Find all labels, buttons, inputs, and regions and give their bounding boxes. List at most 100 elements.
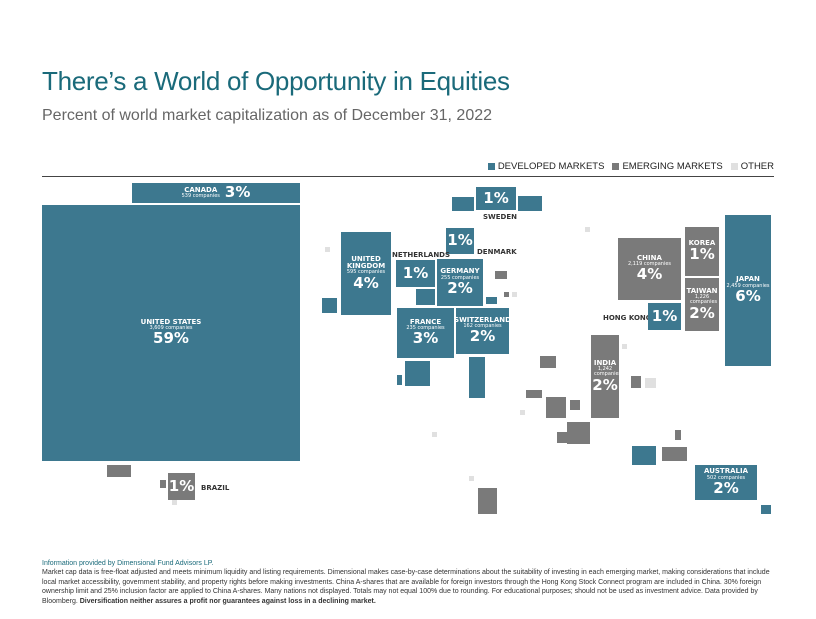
country-percent: 1% [168,476,195,495]
country-name: AUSTRALIA [704,467,748,476]
country-name: GERMANY [440,267,480,276]
label-netherlands: NETHERLANDS [392,251,451,259]
box-canada: CANADA 539 companies 3% [132,183,300,203]
small-market-box [622,344,627,349]
box-korea: KOREA 1% [685,227,719,276]
page-subtitle: Percent of world market capitalization a… [42,107,493,124]
country-companies: 3,609 companies [149,325,193,332]
country-percent: 3% [412,329,439,348]
legend-swatch [487,162,495,170]
country-name: JAPAN [736,275,760,284]
small-market-box [662,447,687,461]
country-percent: 2% [592,375,618,394]
small-market-box [432,432,437,437]
small-market-box [567,422,590,444]
country-percent: 3% [224,183,251,202]
legend-developed: DEVELOPED MARKETS [487,161,604,172]
legend-swatch [730,162,738,170]
footer: Information provided by Dimensional Fund… [42,559,777,606]
small-market-box [546,397,566,418]
country-percent: 2% [469,327,496,346]
country-companies: 255 companies [440,274,480,281]
country-name: SWITZERLAND [454,315,511,324]
box-hong-kong: 1% [648,303,681,330]
small-market-box [632,446,656,465]
box-germany: GERMANY 255 companies 2% [437,259,483,306]
country-companies: 502 companies [706,474,746,481]
box-brazil: 1% [168,473,195,500]
legend-other: OTHER [730,161,774,172]
small-market-box [452,197,474,211]
small-market-box [526,390,542,398]
small-market-box [486,297,497,304]
footer-bold-disclaimer: Diversification neither assures a profit… [79,597,376,605]
box-france: FRANCE 235 companies 3% [397,308,454,358]
small-market-box [570,400,580,410]
country-percent: 1% [483,188,509,207]
box-taiwan: TAIWAN 1,226 companies 2% [685,278,719,331]
box-india: INDIA 1,242 companies 2% [591,335,622,418]
country-companies: 235 companies [406,325,445,332]
small-market-box [325,247,330,252]
country-percent: 2% [689,303,715,322]
footer-source: Information provided by Dimensional Fund… [42,560,214,567]
small-market-box [416,289,435,305]
legend-label: OTHER [740,161,774,172]
country-percent: 2% [713,478,739,497]
country-companies: 2,119 companies [627,261,672,268]
country-companies: 595 companies [346,269,386,276]
legend-swatch [612,162,620,170]
footer-disclaimer: Market cap data is free-float adjusted a… [42,569,770,605]
small-market-box [540,356,556,368]
box-united-states: UNITED STATES 3,609 companies 59% [42,205,300,461]
small-market-box [631,376,641,388]
small-market-box [495,271,507,279]
page-title: There’s a World of Opportunity in Equiti… [42,66,510,96]
country-companies: 162 companies [463,323,502,330]
country-percent: 1% [651,306,678,325]
small-market-box [397,375,402,385]
box-netherlands: 1% [396,260,435,287]
box-china: CHINA 2,119 companies 4% [618,238,681,300]
country-percent: 4% [636,265,663,284]
country-percent: 2% [447,278,473,297]
country-name: UNITED STATES [140,317,202,326]
small-market-box [172,500,177,505]
label-denmark: DENMARK [477,248,517,256]
country-companies: 1,242 companies [594,366,622,378]
small-market-box [478,488,497,514]
small-market-box [585,227,590,232]
label-hong-kong: HONG KONG [603,314,652,322]
box-denmark: 1% [446,228,474,254]
country-percent: 1% [402,263,429,282]
legend: DEVELOPED MARKETS EMERGING MARKETS OTHER [487,161,774,172]
country-companies: 539 companies [181,193,220,200]
small-market-box [518,196,542,211]
small-market-box [469,476,474,481]
country-name: CHINA [637,253,662,262]
small-market-box [107,465,131,477]
small-market-box [512,292,517,297]
small-market-box [675,430,681,440]
country-name: INDIA [593,358,617,367]
legend-emerging: EMERGING MARKETS [612,161,723,172]
small-market-box [469,357,485,398]
country-percent: 1% [447,231,473,250]
country-percent: 59% [153,329,189,348]
box-sweden: 1% [476,187,516,210]
box-switzerland: SWITZERLAND 162 companies 2% [454,308,511,354]
small-market-box [504,292,509,297]
country-percent: 4% [353,273,379,292]
box-united-kingdom: UNITED KINGDOM 595 companies 4% [341,232,391,315]
country-name: KOREA [688,238,716,247]
box-australia: AUSTRALIA 502 companies 2% [695,465,757,500]
box-japan: JAPAN 2,459 companies 6% [725,215,771,366]
country-companies: 1,226 companies [690,294,718,306]
small-market-box [645,378,656,388]
country-name: FRANCE [409,317,442,326]
legend-label: EMERGING MARKETS [622,161,723,172]
small-market-box [520,410,525,415]
small-market-box [557,432,567,443]
small-market-box [761,505,771,514]
